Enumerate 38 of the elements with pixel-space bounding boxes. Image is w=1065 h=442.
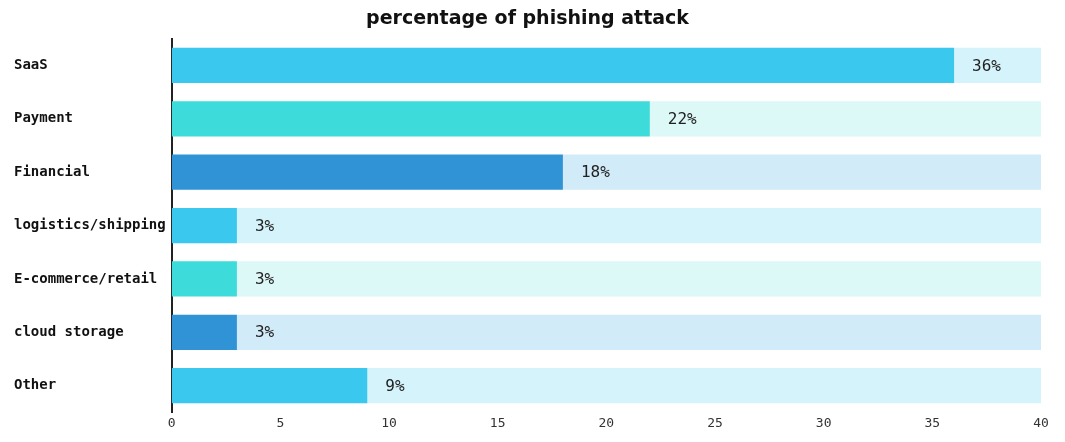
data-label: 22%: [667, 109, 698, 129]
y-tick-label: E-commerce/retail: [14, 269, 158, 286]
data-label: 36%: [972, 55, 1002, 75]
bar: [171, 314, 237, 350]
x-tick-label: 30: [815, 414, 832, 430]
bar: [171, 207, 237, 244]
x-tick-label: 0: [167, 414, 176, 430]
x-tick-label: 25: [707, 414, 723, 430]
data-label: 3%: [254, 269, 275, 289]
data-label: 9%: [385, 375, 405, 395]
bar: [236, 261, 1041, 297]
bar: [171, 261, 237, 297]
x-tick-label: 10: [381, 414, 397, 430]
y-tick-label: logistics/shipping: [14, 216, 166, 233]
x-tick-label: 15: [489, 414, 506, 430]
data-label: 3%: [254, 322, 275, 342]
bar: [236, 207, 1041, 244]
y-tick-label: Financial: [14, 162, 90, 179]
bar: [562, 154, 1041, 190]
bar: [171, 47, 955, 84]
bar: [171, 101, 650, 137]
y-tick-label: Payment: [14, 109, 74, 126]
bar: [171, 368, 368, 404]
bar: [649, 101, 1041, 137]
x-tick-label: 20: [598, 414, 615, 430]
data-label: 3%: [254, 215, 275, 235]
bar: [236, 314, 1041, 350]
bar: [171, 154, 563, 190]
bar: [367, 368, 1041, 404]
x-tick-label: 5: [276, 414, 285, 430]
chart-title: percentage of phishing attack: [366, 6, 690, 29]
y-tick-label: Other: [14, 376, 57, 393]
data-label: 18%: [580, 162, 611, 182]
y-tick-label: cloud storage: [14, 322, 124, 339]
x-tick-label: 40: [1033, 414, 1049, 430]
x-tick-label: 35: [924, 414, 941, 430]
bar: [954, 47, 1041, 84]
y-tick-label: SaaS: [14, 56, 48, 73]
